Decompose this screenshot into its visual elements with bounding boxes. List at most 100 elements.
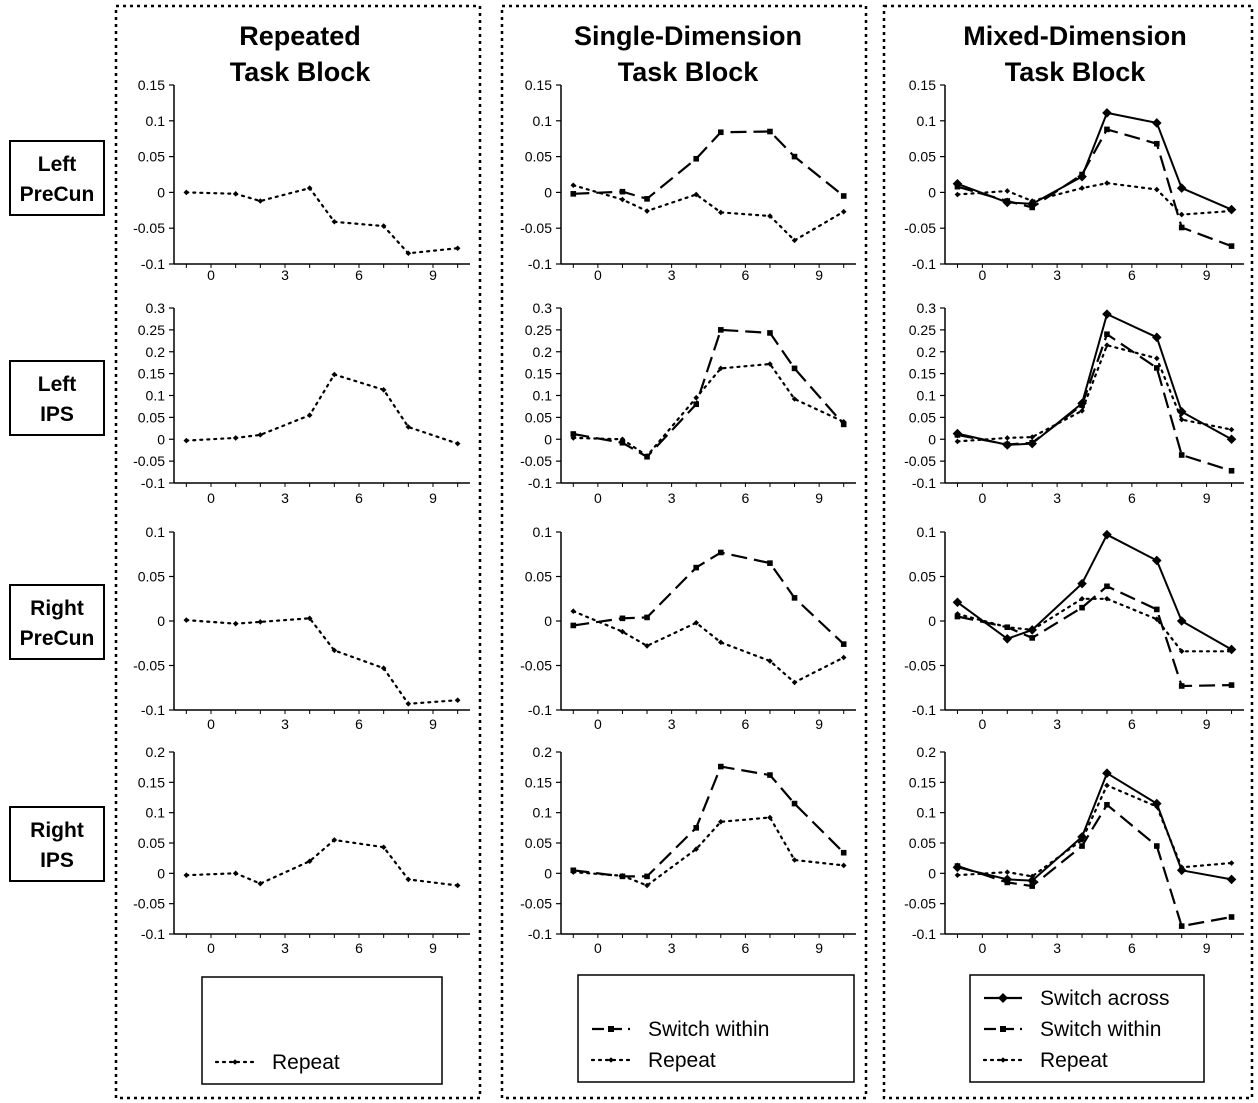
data-point bbox=[840, 862, 847, 869]
x-tick-label: 9 bbox=[429, 716, 437, 732]
x-tick-label: 0 bbox=[978, 490, 986, 506]
x-tick-label: 9 bbox=[1203, 716, 1211, 732]
data-point bbox=[619, 615, 626, 622]
y-tick-label: 0.1 bbox=[146, 388, 166, 404]
data-point bbox=[1153, 616, 1160, 623]
data-point bbox=[952, 597, 963, 608]
data-point bbox=[232, 620, 239, 627]
y-tick-label: -0.05 bbox=[133, 453, 165, 469]
data-point bbox=[644, 453, 650, 459]
data-point bbox=[1029, 627, 1036, 633]
y-tick-label: 0.1 bbox=[146, 805, 166, 821]
column-title: Task Block bbox=[618, 57, 760, 87]
y-tick-label: 0.15 bbox=[525, 774, 552, 790]
column-frame-2 bbox=[882, 4, 1254, 1100]
data-point bbox=[1004, 188, 1011, 194]
series-line-dotted bbox=[956, 597, 1233, 653]
x-tick-label: 3 bbox=[281, 490, 289, 506]
y-tick-label: -0.05 bbox=[133, 896, 165, 912]
x-tick-label: 6 bbox=[355, 940, 363, 956]
data-point bbox=[1228, 648, 1235, 655]
y-tick-label: 0 bbox=[544, 613, 552, 629]
y-tick-label: 0.25 bbox=[138, 322, 165, 338]
data-point bbox=[619, 196, 626, 203]
data-point bbox=[1178, 683, 1185, 689]
y-tick-label: 0.1 bbox=[146, 524, 166, 540]
data-point bbox=[1228, 860, 1235, 866]
data-point bbox=[1029, 439, 1036, 446]
data-point bbox=[1178, 452, 1185, 458]
y-tick-label: 0 bbox=[928, 613, 936, 629]
chart-panel: -0.1 -0.05 0 0.05 0.1 0.15 0 3 6 9 bbox=[133, 77, 470, 283]
data-point bbox=[1176, 865, 1187, 876]
data-point bbox=[306, 185, 313, 191]
data-point bbox=[1029, 434, 1036, 440]
row-label: Left bbox=[38, 373, 77, 396]
y-tick-label: 0.05 bbox=[138, 835, 165, 851]
data-point bbox=[1153, 186, 1160, 193]
y-tick-label: 0.1 bbox=[533, 113, 553, 129]
data-point bbox=[232, 191, 239, 197]
data-point bbox=[1178, 648, 1185, 655]
x-tick-label: 0 bbox=[594, 490, 602, 506]
y-tick-label: 0.1 bbox=[533, 524, 553, 540]
data-point bbox=[1029, 873, 1036, 880]
data-point bbox=[232, 870, 239, 877]
x-tick-label: 9 bbox=[1203, 940, 1211, 956]
data-point bbox=[183, 617, 190, 623]
chart-panel: -0.1 -0.05 0 0.05 0.1 0.15 0 3 6 9 bbox=[520, 77, 856, 283]
data-point bbox=[791, 679, 798, 686]
data-point bbox=[570, 182, 577, 189]
y-tick-label: -0.05 bbox=[520, 220, 552, 236]
data-point bbox=[405, 250, 412, 257]
y-tick-label: 0.1 bbox=[533, 388, 553, 404]
chart-panel: -0.1 -0.05 0 0.05 0.1 0.15 0.2 0 3 6 9 bbox=[133, 744, 470, 956]
data-point bbox=[380, 223, 387, 229]
y-tick-label: 0.05 bbox=[525, 409, 552, 425]
data-point bbox=[644, 882, 650, 889]
y-tick-label: 0.05 bbox=[525, 149, 552, 165]
data-point bbox=[1102, 768, 1112, 779]
column-title: Mixed-Dimension bbox=[963, 21, 1187, 51]
series-line-dotted bbox=[956, 784, 1233, 878]
y-tick-label: -0.1 bbox=[528, 475, 552, 491]
data-point bbox=[1079, 595, 1085, 602]
data-point bbox=[619, 436, 626, 443]
data-point bbox=[619, 872, 626, 879]
y-tick-label: 0.05 bbox=[525, 569, 552, 585]
y-tick-label: 0.05 bbox=[909, 149, 936, 165]
data-point bbox=[1153, 803, 1160, 810]
column-titles: Repeated Task Block Single-Dimension Task B… bbox=[230, 21, 1187, 87]
y-tick-label: 0.05 bbox=[525, 835, 552, 851]
data-point bbox=[1178, 416, 1185, 423]
x-tick-label: 3 bbox=[668, 490, 676, 506]
data-point bbox=[767, 128, 773, 135]
data-point bbox=[791, 857, 798, 863]
y-tick-label: -0.05 bbox=[520, 658, 552, 674]
data-point bbox=[1029, 204, 1036, 211]
data-point bbox=[644, 196, 650, 202]
y-tick-label: 0.1 bbox=[533, 805, 553, 821]
data-point bbox=[1153, 365, 1160, 371]
chart-panel: -0.1 -0.05 0 0.05 0.1 0.15 0.2 0.25 0.3 0 3 6 9 bbox=[520, 300, 856, 506]
y-tick-label: 0 bbox=[157, 184, 165, 200]
data-point bbox=[1079, 171, 1085, 178]
data-point bbox=[644, 208, 650, 214]
y-tick-label: 0.15 bbox=[909, 774, 936, 790]
data-point bbox=[840, 208, 847, 215]
y-tick-label: 0 bbox=[544, 431, 552, 447]
x-tick-label: 6 bbox=[355, 716, 363, 732]
series-line-dotted bbox=[572, 610, 845, 684]
data-point bbox=[1004, 441, 1011, 448]
data-point bbox=[1004, 879, 1011, 886]
series-line-dashed bbox=[573, 328, 845, 458]
chart-panel: -0.1 -0.05 0 0.05 0.1 0 3 6 9 bbox=[520, 524, 856, 732]
x-tick-label: 3 bbox=[1053, 267, 1061, 283]
y-tick-label: 0.1 bbox=[917, 113, 937, 129]
y-tick-label: -0.1 bbox=[528, 256, 552, 272]
data-point bbox=[619, 628, 626, 635]
y-tick-label: 0.15 bbox=[138, 366, 165, 382]
x-tick-label: 3 bbox=[1053, 490, 1061, 506]
data-point bbox=[257, 619, 264, 625]
